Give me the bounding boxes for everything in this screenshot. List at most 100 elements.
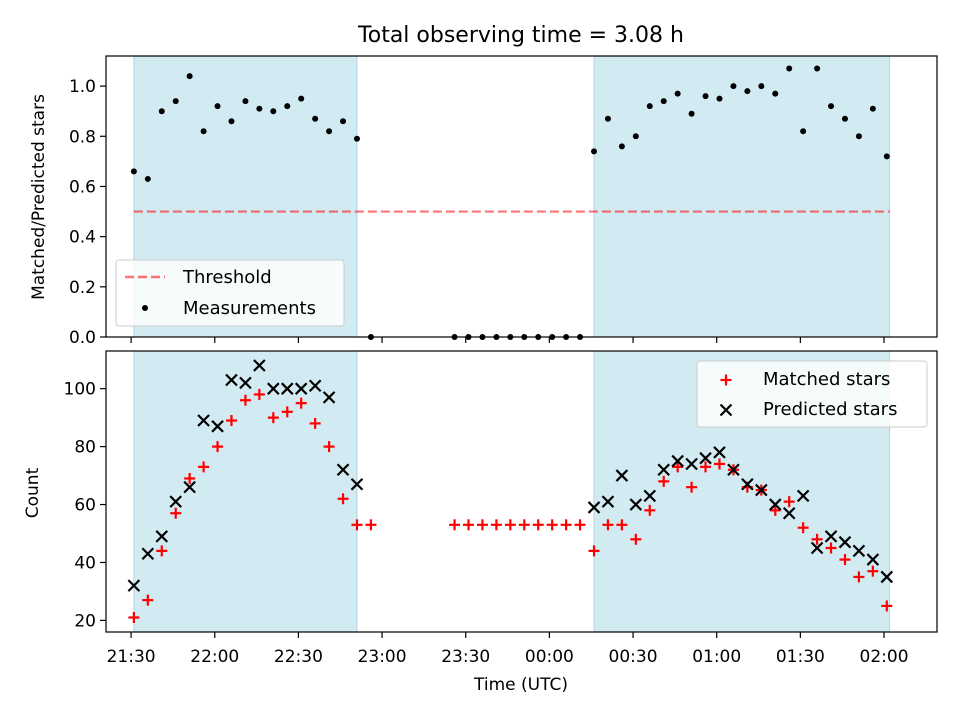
predicted-star-point — [197, 414, 210, 427]
predicted-star-point — [629, 498, 643, 511]
measurement-point — [284, 103, 291, 110]
measurement-point — [591, 148, 598, 155]
matched-star-point — [867, 565, 879, 577]
bottom-x-ticks: 21:30 22:00 22:30 23:00 23:30 00:00 00:30 01:00… — [107, 632, 909, 667]
matched-star-point — [588, 545, 600, 557]
predicted-star-point-b — [225, 373, 238, 387]
predicted-star-point — [727, 463, 740, 477]
matched-star-point — [504, 519, 516, 531]
predicted-star-point-b — [294, 382, 308, 395]
bottom-legend: Matched stars Predicted stars — [696, 360, 928, 428]
predicted-star-point — [267, 382, 280, 395]
matched-star-point — [463, 519, 475, 531]
predicted-star-point — [755, 483, 768, 497]
measurement-point — [130, 168, 137, 175]
predicted-star-point — [713, 446, 726, 459]
measurements-legend-label: Measurements — [183, 298, 316, 319]
top-legend: Threshold Measurements — [115, 259, 345, 327]
predicted-star-point — [768, 498, 782, 511]
matched-star-point — [560, 519, 572, 531]
predicted-star-point-b — [880, 570, 894, 584]
predicted-star-point — [671, 454, 684, 468]
predicted-legend-x-b — [719, 403, 733, 417]
predicted-star-point — [810, 541, 824, 555]
x-axis-label: Time (UTC) — [473, 675, 568, 695]
predicted-star-point-b — [155, 530, 169, 543]
predicted-star-point — [643, 489, 657, 503]
predicted-star-point — [615, 469, 629, 482]
predicted-star-point — [699, 451, 712, 465]
predicted-star-point — [587, 501, 601, 514]
top-y-tick-label: 0.2 — [69, 278, 96, 298]
measurement-point — [618, 143, 625, 150]
measurement-point — [242, 98, 249, 105]
matched-star-point — [351, 519, 363, 531]
matched-star-point — [546, 519, 558, 531]
predicted-star-point-b — [587, 501, 601, 514]
top-axes-frame — [105, 55, 938, 338]
matched-star-point — [128, 612, 140, 624]
predicted-star-point — [308, 379, 322, 393]
bottom-legend-box — [696, 360, 928, 428]
predicted-star-point-b — [768, 498, 782, 511]
predicted-star-point-b — [741, 477, 754, 491]
measurement-point — [172, 98, 179, 105]
predicted-star-point — [322, 391, 336, 404]
predicted-star-point — [280, 382, 294, 395]
matched-star-point — [518, 519, 530, 531]
measurement-point — [800, 128, 807, 135]
predicted-star-point — [239, 376, 252, 390]
matched-star-point — [225, 415, 237, 427]
predicted-star-point-b — [601, 495, 615, 508]
measurement-point — [716, 95, 723, 102]
predicted-star-point — [782, 506, 796, 520]
matched-star-point — [686, 481, 698, 493]
measurement-point — [814, 65, 821, 72]
predicted-star-point-b — [615, 469, 629, 482]
top-y-axis-label: Matched/Predicted stars — [29, 94, 49, 300]
predicted-star-point-b — [336, 463, 350, 477]
predicted-star-point-b — [322, 391, 336, 404]
measurement-point — [353, 135, 360, 142]
predicted-star-point — [336, 463, 350, 477]
top-y-tick-label: 0.6 — [69, 177, 96, 197]
measurement-point — [228, 118, 235, 125]
top-panel: 0.0 0.2 0.4 0.6 0.8 1.0 Matched/Predicted sta… — [29, 55, 938, 348]
measurement-point — [270, 108, 277, 115]
measurement-point — [326, 128, 333, 135]
bottom-axes-frame — [105, 350, 938, 633]
x-tick-label: 00:30 — [609, 647, 658, 667]
predicted-star-point-b — [253, 359, 266, 372]
matched-legend-label: Matched stars — [763, 369, 890, 390]
predicted-star-point — [838, 535, 852, 549]
matched-star-point — [616, 519, 628, 531]
predicted-star-point — [169, 495, 182, 508]
predicted-star-point-b — [796, 489, 810, 503]
predicted-star-point-b — [782, 506, 796, 520]
predicted-star-point — [852, 544, 866, 558]
bottom-y-tick-label: 60 — [74, 496, 96, 516]
chart-title: Total observing time = 3.08 h — [357, 23, 684, 48]
top-legend-box — [115, 259, 345, 327]
measurement-point — [256, 105, 263, 112]
matched-star-point — [156, 545, 168, 557]
top-y-tick-label: 0.0 — [69, 328, 96, 348]
matched-star-point — [309, 417, 321, 429]
matched-star-point — [212, 441, 224, 453]
predicted-star-point-b — [141, 547, 155, 561]
measurement-point — [604, 115, 611, 122]
matched-star-point — [658, 475, 670, 487]
matched-star-point — [825, 542, 837, 554]
matched-star-point — [281, 406, 293, 418]
bottom-y-tick-label: 20 — [74, 611, 96, 631]
matched-star-point — [490, 519, 502, 531]
matched-legend-marker — [720, 374, 732, 386]
measurement-point — [841, 115, 848, 122]
matched-star-point — [853, 571, 865, 583]
measurement-point — [186, 73, 193, 80]
top-y-tick-label: 1.0 — [69, 77, 96, 97]
matched-star-point — [323, 441, 335, 453]
matched-star-point — [198, 461, 210, 473]
x-tick-label: 00:00 — [525, 647, 574, 667]
measurement-point — [214, 103, 221, 110]
